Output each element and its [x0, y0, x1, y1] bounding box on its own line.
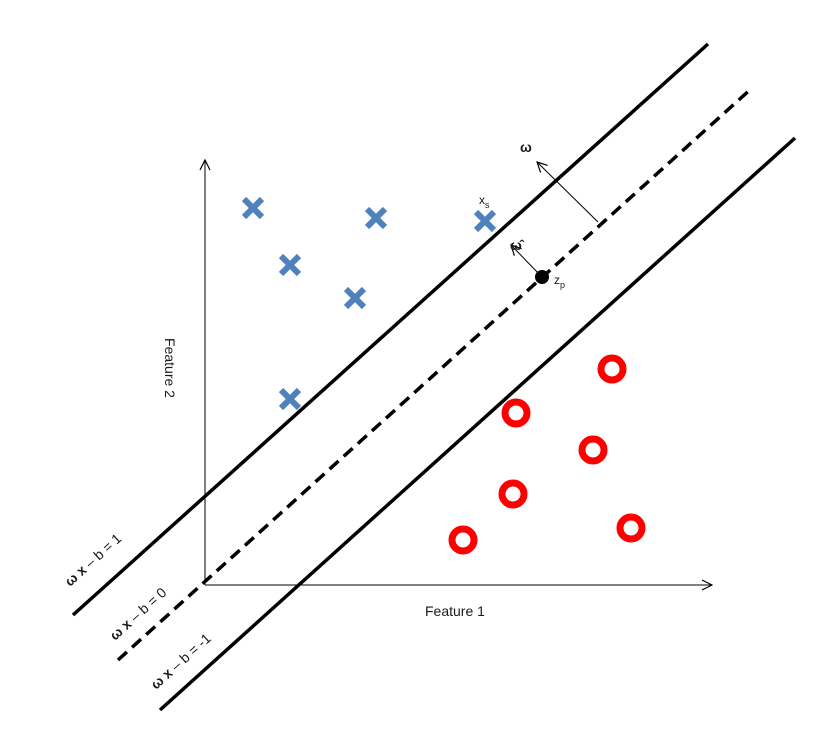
decision-boundary-equation: ω x – b = 0: [106, 584, 169, 643]
ring-marker: [597, 354, 627, 384]
upper-margin-equation: ω x – b = 1: [61, 530, 124, 589]
cross-marker: [473, 209, 497, 233]
x-axis-label: Feature 1: [425, 603, 485, 619]
lower-margin-line: [158, 136, 797, 712]
negative-class-rings: [448, 354, 646, 555]
ring-marker: [448, 525, 478, 555]
ring-marker: [501, 398, 531, 428]
y-axis-label: Feature 2: [162, 338, 178, 398]
xs-label: xs: [479, 193, 490, 210]
ring-marker: [616, 513, 646, 543]
ring-marker: [498, 479, 528, 509]
zp-point: [535, 270, 549, 284]
lower-margin-equation: ω x – b = -1: [147, 630, 214, 692]
positive-class-crosses: [241, 196, 497, 411]
w-vector-label: ω: [520, 139, 532, 155]
w-hat-vector-label: ω̂: [510, 237, 525, 253]
w-hat-vector-arrow: [511, 245, 541, 276]
zp-label: zp: [554, 273, 565, 290]
ring-marker: [578, 435, 608, 465]
cross-marker: [241, 196, 265, 220]
cross-marker: [278, 253, 302, 277]
w-vector-arrow: [537, 162, 599, 223]
cross-marker: [343, 286, 367, 310]
decision-boundary-line: [116, 86, 754, 662]
upper-margin-line: [71, 42, 710, 617]
cross-marker: [364, 206, 388, 230]
cross-marker: [278, 387, 302, 411]
